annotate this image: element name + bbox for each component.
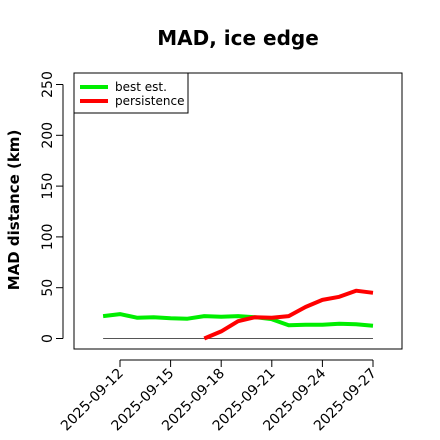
legend-label-best-est: best est. — [115, 80, 167, 94]
legend: best est. persistence — [73, 72, 189, 114]
y-tick-label: 100 — [40, 224, 56, 251]
series-lines — [102, 288, 374, 341]
y-axis-label: MAD distance (km) — [5, 130, 23, 291]
y-axis: 0 50 100 150 200 250 — [40, 71, 64, 343]
y-tick-label: 200 — [40, 122, 56, 149]
series-line-best-est- — [102, 312, 374, 328]
y-tick-label: 50 — [40, 279, 56, 297]
legend-box — [73, 72, 189, 114]
chart-title: MAD, ice edge — [157, 26, 319, 50]
x-axis: 2025-09-122025-09-152025-09-182025-09-21… — [58, 359, 380, 434]
plot-frame — [73, 72, 403, 350]
y-tick-label: 0 — [40, 334, 56, 343]
legend-label-persistence: persistence — [115, 94, 184, 108]
y-tick-label: 150 — [40, 173, 56, 200]
series-line-persistence — [203, 288, 374, 341]
y-tick-label: 250 — [40, 71, 56, 98]
